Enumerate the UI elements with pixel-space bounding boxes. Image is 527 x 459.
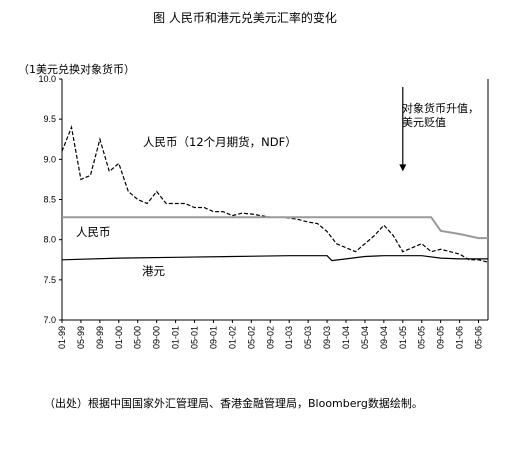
- series-label-rmb: 人民币: [76, 225, 111, 239]
- x-tick-label: 01-00: [114, 326, 124, 349]
- y-tick-label: 9.5: [43, 114, 56, 124]
- x-tick-label: 01-06: [455, 326, 465, 349]
- chart-title: 图 人民币和港元兑美元汇率的变化: [153, 10, 337, 25]
- series-label-ndf: 人民币（12个月期货，NDF）: [143, 135, 297, 149]
- x-tick-label: 09-99: [95, 326, 105, 349]
- x-tick-label: 09-02: [265, 326, 275, 349]
- x-tick-label: 09-05: [436, 326, 446, 349]
- y-tick-label: 7.5: [43, 275, 56, 285]
- x-tick-label: 01-04: [341, 326, 351, 349]
- annotation-line-1: 对象货币升值，: [402, 101, 479, 115]
- series-hkd-line: [61, 255, 488, 262]
- x-tick-label: 09-04: [379, 326, 389, 349]
- x-tick-label: 05-00: [133, 326, 143, 349]
- series-label-hkd: 港元: [142, 264, 165, 278]
- y-tick-label: 10.0: [38, 74, 56, 84]
- x-tick-label: 05-02: [246, 326, 256, 349]
- y-tick-label: 7.0: [43, 315, 56, 325]
- series-lines: [61, 125, 489, 263]
- x-tick-label: 09-01: [208, 326, 218, 349]
- y-tick-label: 8.0: [43, 235, 56, 245]
- y-tick-label: 9.0: [43, 154, 56, 164]
- x-tick-label: 05-01: [190, 326, 200, 349]
- annotation-arrow-head: [399, 164, 407, 172]
- x-tick-label: 01-01: [171, 326, 181, 349]
- x-tick-label: 01-03: [284, 326, 294, 349]
- x-tick-label: 09-00: [152, 326, 162, 349]
- x-tick-label: 09-03: [322, 326, 332, 349]
- x-tick-label: 05-04: [360, 326, 370, 349]
- x-ticks: 01-99 05-99 09-99 01-00 05-00 09-00 01-01 05-01…: [57, 320, 484, 349]
- x-tick-label: 01-05: [398, 326, 408, 349]
- y-ticks: 7.0 7.5 8.0 8.5 9.0 9.5 10.0: [38, 74, 62, 325]
- x-tick-label: 01-02: [227, 326, 237, 349]
- annotation-line-2: 美元贬值: [402, 116, 446, 129]
- x-tick-label: 05-99: [76, 326, 86, 349]
- unit-label: （1美元兑换对象货币）: [18, 62, 135, 76]
- y-tick-label: 8.5: [43, 195, 56, 205]
- x-tick-label: 05-03: [303, 326, 313, 349]
- annotation: 对象货币升值， 美元贬值: [399, 87, 479, 172]
- x-tick-label: 01-99: [57, 326, 67, 349]
- x-tick-label: 05-05: [417, 326, 427, 349]
- x-tick-label: 05-06: [474, 326, 484, 349]
- source-note: （出处）根据中国国家外汇管理局、香港金融管理局，Bloomberg数据绘制。: [44, 396, 423, 410]
- series-rmb-line: [62, 216, 488, 240]
